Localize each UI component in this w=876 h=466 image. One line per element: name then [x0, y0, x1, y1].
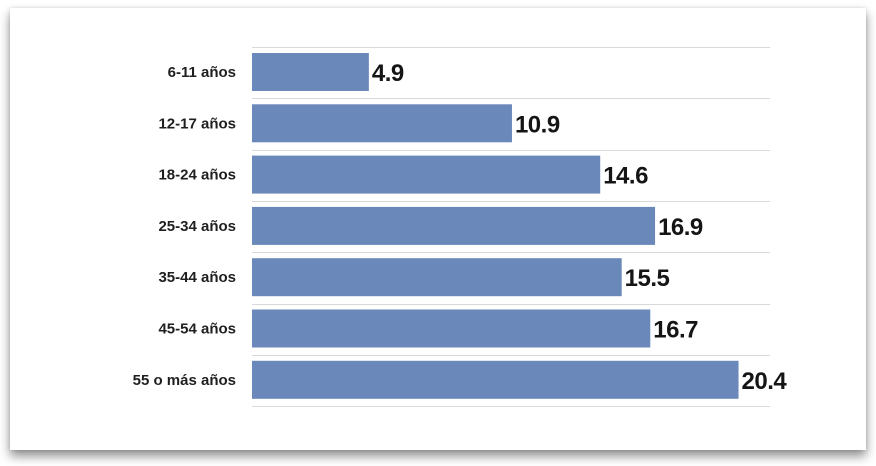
value-label: 10.9: [515, 111, 560, 138]
bar: [252, 258, 622, 297]
bar: [252, 360, 739, 399]
bar: [252, 104, 512, 143]
value-label: 4.9: [372, 60, 404, 87]
value-label: 20.4: [742, 368, 788, 395]
category-label: 45-54 años: [158, 321, 236, 338]
value-label: 15.5: [625, 265, 670, 292]
bar: [252, 206, 656, 245]
bar: [252, 309, 651, 348]
category-label: 12-17 años: [158, 115, 236, 132]
value-label: 14.6: [603, 163, 648, 190]
bar: [252, 155, 601, 194]
category-label: 25-34 años: [158, 218, 236, 235]
category-label: 6-11 años: [168, 64, 236, 81]
category-label: 55 o más años: [133, 372, 236, 389]
value-label: 16.7: [653, 317, 698, 344]
bar: [252, 53, 369, 91]
category-label: 18-24 años: [158, 167, 236, 184]
value-label: 16.9: [658, 214, 703, 241]
category-label: 35-44 años: [158, 269, 236, 286]
